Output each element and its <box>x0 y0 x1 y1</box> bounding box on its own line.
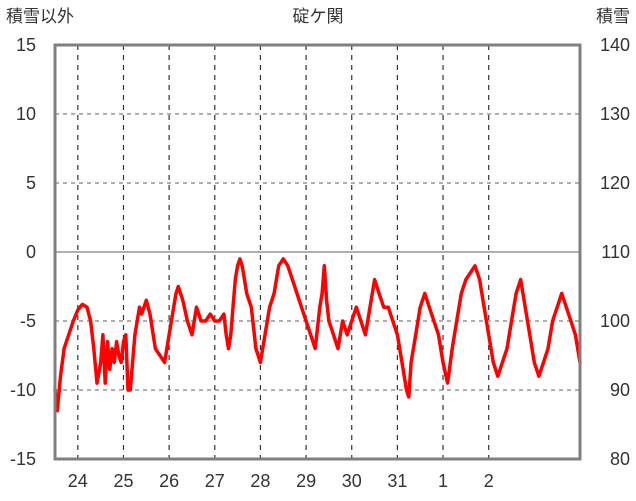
right-tick-label: 120 <box>600 173 630 193</box>
left-tick-label: 10 <box>16 104 36 124</box>
day-label: 28 <box>250 471 270 491</box>
left-tick-label: -10 <box>10 380 36 400</box>
day-label: 1 <box>438 471 448 491</box>
day-label: 29 <box>296 471 316 491</box>
plot-border <box>53 43 582 461</box>
day-label: 2 <box>484 471 494 491</box>
day-label: 24 <box>68 471 88 491</box>
right-axis-title: 積雪 <box>596 7 630 27</box>
right-tick-label: 100 <box>600 311 630 331</box>
right-tick-label: 130 <box>600 104 630 124</box>
series-lines <box>53 257 582 413</box>
day-label: 27 <box>205 471 225 491</box>
left-tick-label: -15 <box>10 449 36 469</box>
left-axis-title: 積雪以外 <box>6 7 74 27</box>
temperature-line <box>53 257 582 413</box>
right-tick-label: 110 <box>601 242 630 262</box>
day-label: 30 <box>342 471 362 491</box>
left-tick-label: -5 <box>20 311 36 331</box>
grid <box>55 45 580 459</box>
left-tick-label: 15 <box>16 35 36 55</box>
right-tick-label: 80 <box>610 449 630 469</box>
plot-frame <box>53 43 582 461</box>
day-label: 31 <box>387 471 407 491</box>
right-tick-label: 90 <box>610 380 630 400</box>
right-tick-label: 140 <box>600 35 630 55</box>
day-label: 26 <box>159 471 179 491</box>
left-tick-label: 0 <box>26 242 36 262</box>
day-label: 25 <box>113 471 133 491</box>
chart-title: 碇ケ関 <box>293 7 344 27</box>
left-tick-label: 5 <box>26 173 36 193</box>
